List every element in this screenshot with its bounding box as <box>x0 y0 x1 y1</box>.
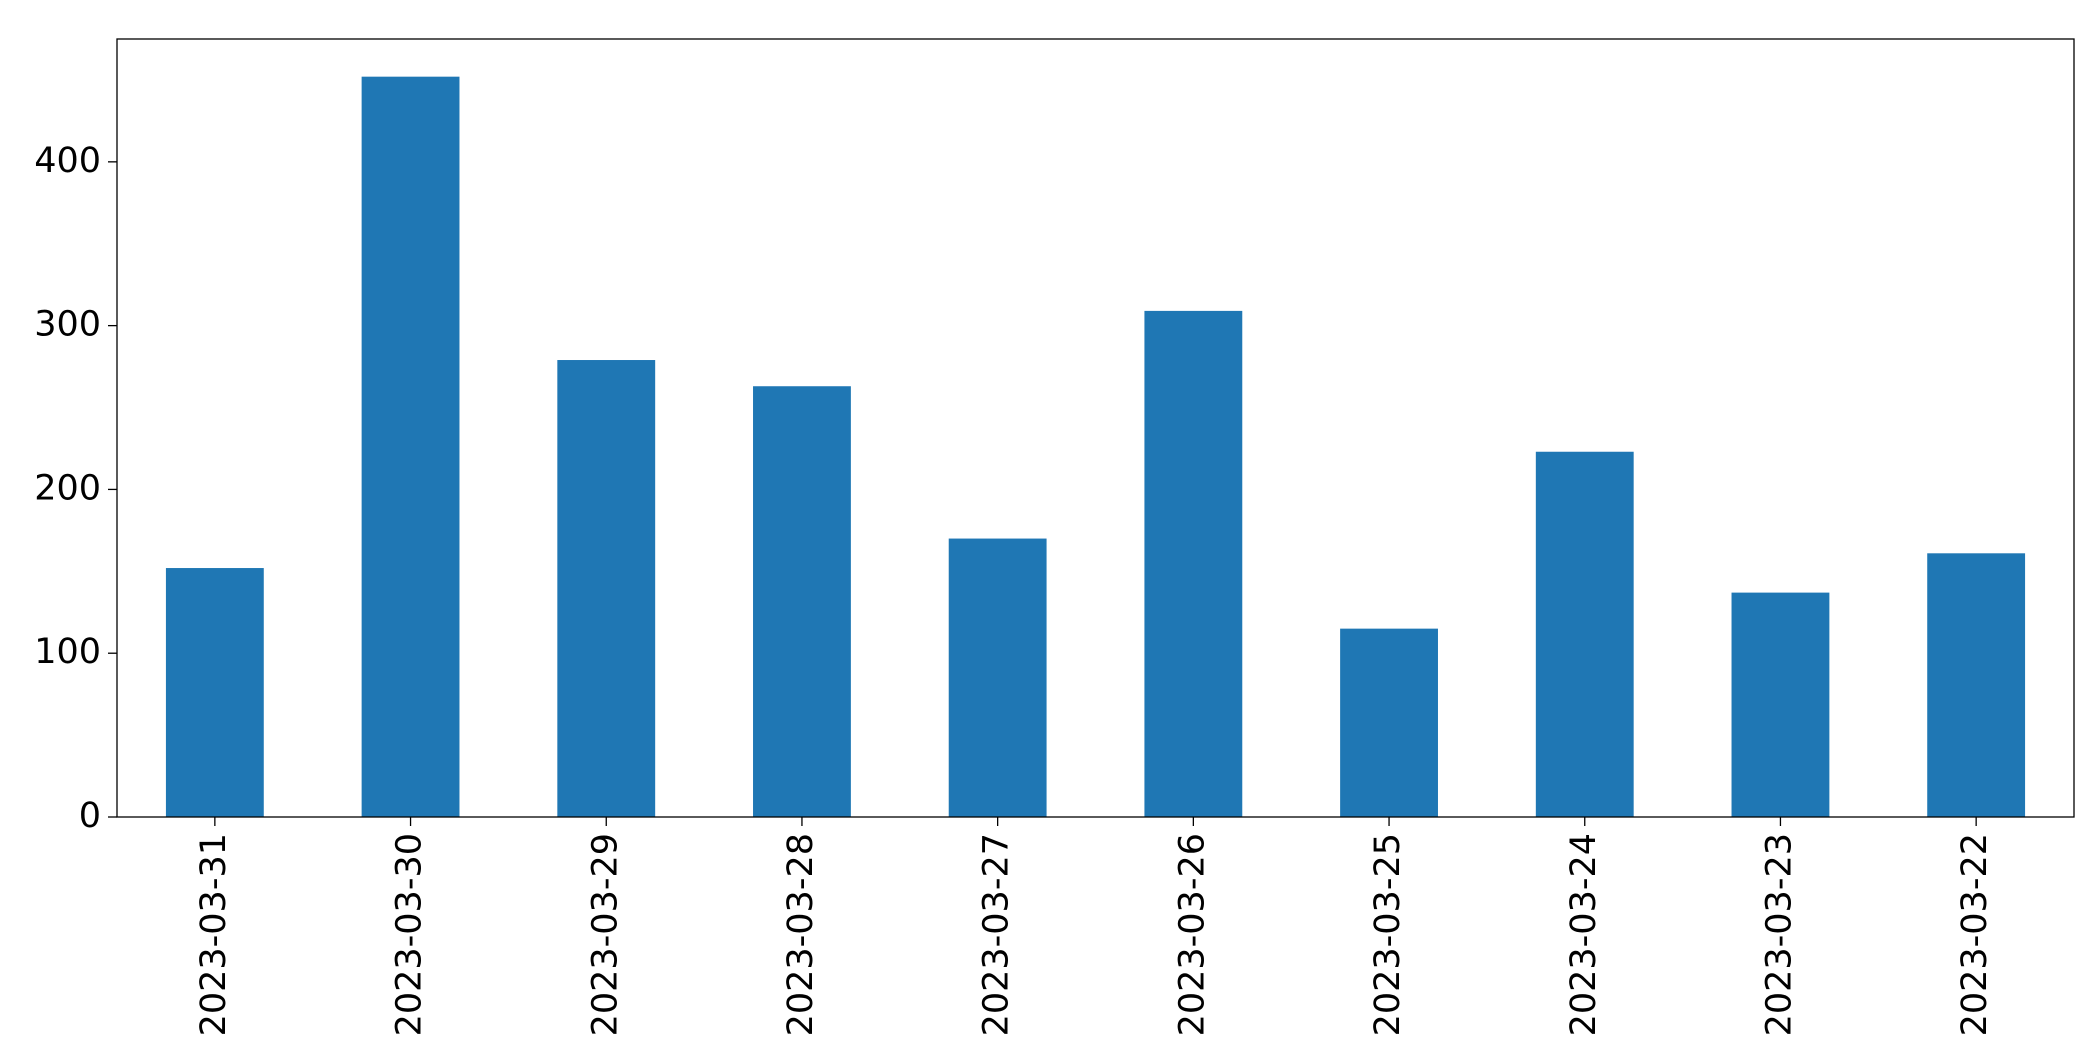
bar <box>165 568 264 817</box>
bar <box>1340 628 1438 817</box>
bar <box>1144 310 1243 817</box>
bar <box>1731 592 1830 817</box>
y-tick-label: 100 <box>34 632 101 672</box>
plot-frame <box>116 38 2075 818</box>
y-tick-label: 200 <box>34 468 101 508</box>
x-tick-label: 2023-03-29 <box>585 833 625 1036</box>
y-tick-label: 300 <box>34 305 101 345</box>
y-tick-label: 400 <box>34 141 101 181</box>
y-tick-label: 0 <box>79 796 101 836</box>
bar <box>557 360 656 817</box>
x-tick-label: 2023-03-22 <box>1955 833 1995 1036</box>
x-tick-label: 2023-03-30 <box>390 833 430 1036</box>
bar <box>361 76 460 818</box>
x-tick-label: 2023-03-25 <box>1368 833 1408 1036</box>
x-tick-label: 2023-03-27 <box>977 833 1017 1036</box>
x-tick-label: 2023-03-24 <box>1564 833 1604 1036</box>
x-tick-label: 2023-03-28 <box>781 833 821 1036</box>
bar <box>753 386 851 817</box>
x-tick-label: 2023-03-31 <box>194 833 234 1036</box>
bar <box>1927 553 2026 817</box>
bar <box>948 538 1047 817</box>
x-tick-label: 2023-03-26 <box>1172 833 1212 1036</box>
bar <box>1535 451 1634 817</box>
x-tick-label: 2023-03-23 <box>1759 833 1799 1036</box>
